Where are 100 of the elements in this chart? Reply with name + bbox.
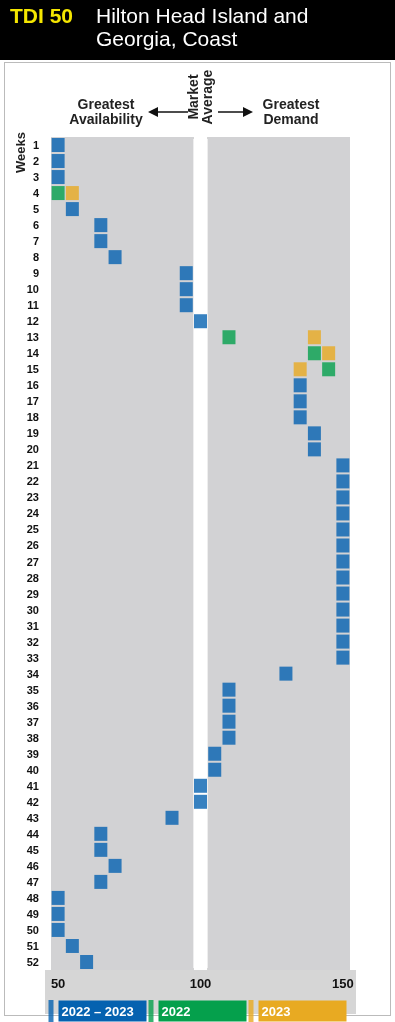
y-tick-label: 17: [26, 395, 39, 408]
point: [336, 538, 350, 553]
y-tick-label: 30: [26, 603, 39, 616]
y-tick-label: 8: [32, 251, 39, 264]
point: [179, 282, 193, 297]
point: [307, 346, 321, 361]
y-tick-label: 34: [26, 667, 40, 680]
point: [165, 810, 179, 825]
point: [293, 410, 307, 425]
y-tick-label: 20: [26, 443, 39, 456]
point: [336, 506, 350, 521]
point: [51, 170, 65, 185]
point: [336, 618, 350, 633]
point: [222, 698, 236, 713]
ref-line-label: Market Average: [184, 68, 216, 127]
point: [336, 554, 350, 569]
y-tick-label: 26: [26, 539, 39, 552]
point: [51, 154, 65, 169]
y-tick-label: 11: [27, 299, 39, 312]
point: [94, 874, 108, 889]
point: [65, 186, 79, 201]
point: [80, 954, 94, 969]
y-tick-label: 44: [26, 827, 40, 840]
point: [51, 890, 65, 905]
point: [179, 298, 193, 313]
y-tick-label: 41: [26, 779, 39, 792]
point: [194, 314, 207, 329]
y-tick-label: 19: [26, 427, 39, 440]
y-tick-label: 46: [26, 859, 39, 872]
y-tick-label: 5: [32, 203, 39, 216]
y-tick-label: 1: [32, 139, 39, 152]
legend-label: 2022: [161, 1003, 191, 1019]
legend-label: 2022 – 2023: [61, 1003, 134, 1019]
point: [94, 234, 108, 249]
chart-title: TDI 50: [10, 4, 74, 28]
x-tick-label: 50: [50, 976, 66, 991]
y-tick-label: 21: [26, 459, 39, 472]
point: [336, 634, 350, 649]
x-tick-label: 100: [189, 976, 212, 991]
y-tick-label: 52: [26, 955, 39, 968]
y-tick-label: 18: [26, 411, 39, 424]
y-tick-label: 48: [26, 891, 39, 904]
y-tick-label: 32: [26, 635, 39, 648]
y-tick-label: 33: [26, 651, 39, 664]
point: [179, 266, 193, 281]
text: Greatest Demand: [261, 96, 321, 127]
point: [222, 682, 236, 697]
y-tick-label: 38: [26, 731, 39, 744]
y-tick-label: 35: [26, 683, 39, 696]
y-tick-label: 51: [26, 939, 39, 952]
y-axis-title: Weeks: [12, 131, 28, 175]
y-tick-label: 29: [26, 587, 39, 600]
y-tick-label: 24: [26, 507, 40, 520]
point: [94, 826, 108, 841]
y-tick-label: 50: [26, 923, 39, 936]
y-tick-label: 9: [32, 267, 39, 280]
y-tick-label: 14: [26, 347, 40, 360]
y-tick-label: 7: [32, 235, 39, 248]
y-tick-label: 3: [32, 171, 39, 184]
y-tick-label: 40: [26, 763, 39, 776]
point: [65, 202, 79, 217]
y-tick-label: 28: [26, 571, 39, 584]
point: [65, 938, 79, 953]
point: [222, 730, 236, 745]
legend-label: 2023: [261, 1003, 291, 1019]
y-tick-label: 2: [32, 155, 39, 168]
y-tick-label: 31: [26, 619, 39, 632]
chart-subtitle: Hilton Head Island and Georgia, Coast: [96, 4, 310, 50]
y-tick-label: 43: [26, 811, 39, 824]
y-tick-label: 36: [26, 699, 39, 712]
point: [208, 762, 222, 777]
y-tick-label: 6: [32, 219, 39, 232]
y-tick-label: 27: [26, 555, 39, 568]
point: [279, 666, 293, 681]
y-tick-label: 10: [26, 283, 39, 296]
point: [307, 330, 321, 345]
point: [108, 858, 122, 873]
y-tick-label: 37: [26, 715, 39, 728]
y-tick-label: 16: [26, 379, 39, 392]
y-tick-label: 23: [26, 491, 39, 504]
point: [336, 474, 350, 489]
y-tick-label: 42: [26, 795, 39, 808]
y-tick-label: 39: [26, 747, 39, 760]
point: [322, 346, 336, 361]
point: [51, 906, 65, 921]
y-tick-label: 4: [32, 187, 40, 200]
y-tick-label: 25: [26, 523, 39, 536]
point: [293, 394, 307, 409]
y-tick-label: 22: [26, 475, 39, 488]
point: [94, 218, 108, 233]
x-tick-label: 150: [332, 976, 354, 991]
point: [51, 186, 65, 201]
point: [94, 842, 108, 857]
y-tick-label: 47: [26, 875, 39, 888]
y-tick-label: 49: [26, 907, 39, 920]
point: [336, 586, 350, 601]
point: [307, 426, 321, 441]
point: [307, 442, 321, 457]
y-tick-label: 12: [26, 315, 39, 328]
point: [322, 362, 336, 377]
